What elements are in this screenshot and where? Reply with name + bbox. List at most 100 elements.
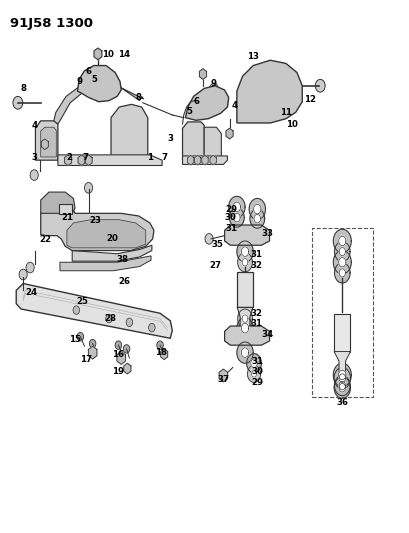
- Polygon shape: [241, 247, 248, 256]
- Polygon shape: [338, 383, 345, 392]
- Polygon shape: [237, 309, 252, 328]
- Circle shape: [252, 329, 262, 342]
- Polygon shape: [334, 375, 349, 395]
- Text: 33: 33: [261, 229, 272, 238]
- Text: 31: 31: [251, 357, 263, 366]
- Circle shape: [123, 345, 130, 353]
- Circle shape: [220, 372, 225, 378]
- Circle shape: [86, 158, 90, 163]
- Circle shape: [90, 350, 95, 356]
- Polygon shape: [242, 315, 247, 322]
- Circle shape: [13, 96, 23, 109]
- Text: 28: 28: [104, 314, 116, 323]
- Text: 7: 7: [161, 153, 167, 162]
- Text: 31: 31: [249, 319, 261, 328]
- Polygon shape: [338, 374, 345, 382]
- Circle shape: [315, 79, 324, 92]
- Polygon shape: [77, 66, 121, 102]
- Polygon shape: [72, 245, 151, 261]
- Polygon shape: [236, 342, 253, 364]
- Polygon shape: [237, 308, 252, 329]
- Text: 11: 11: [279, 108, 291, 117]
- Circle shape: [200, 71, 204, 77]
- Polygon shape: [224, 326, 269, 345]
- Polygon shape: [249, 209, 264, 228]
- Polygon shape: [201, 156, 208, 165]
- Polygon shape: [333, 352, 350, 374]
- Circle shape: [112, 224, 126, 243]
- Polygon shape: [334, 263, 349, 283]
- Text: 30: 30: [251, 367, 263, 376]
- Polygon shape: [242, 259, 247, 266]
- Circle shape: [73, 306, 79, 314]
- Text: 8: 8: [20, 84, 26, 93]
- Polygon shape: [60, 256, 151, 271]
- Text: 91J58 1300: 91J58 1300: [10, 17, 92, 30]
- Text: 32: 32: [249, 261, 261, 270]
- Text: 7: 7: [83, 153, 88, 162]
- Polygon shape: [333, 314, 350, 352]
- Polygon shape: [253, 204, 261, 214]
- Text: 13: 13: [247, 52, 258, 61]
- Text: 22: 22: [40, 236, 52, 245]
- Circle shape: [30, 169, 38, 180]
- Polygon shape: [65, 155, 72, 165]
- Circle shape: [115, 341, 121, 350]
- Circle shape: [26, 262, 34, 273]
- Circle shape: [43, 148, 49, 156]
- Polygon shape: [199, 69, 206, 79]
- Circle shape: [156, 341, 163, 350]
- Polygon shape: [58, 155, 162, 165]
- Circle shape: [126, 318, 133, 327]
- Polygon shape: [94, 48, 101, 60]
- Circle shape: [231, 329, 241, 342]
- Text: 9: 9: [76, 77, 82, 86]
- Text: 31: 31: [249, 251, 261, 260]
- Polygon shape: [338, 269, 344, 277]
- Polygon shape: [78, 155, 85, 165]
- Text: 30: 30: [224, 213, 236, 222]
- Polygon shape: [85, 155, 92, 165]
- Polygon shape: [160, 349, 167, 360]
- Text: 17: 17: [79, 355, 92, 364]
- Text: 6: 6: [85, 68, 91, 76]
- Text: 10: 10: [101, 51, 113, 59]
- Text: 14: 14: [118, 51, 130, 59]
- Text: 6: 6: [193, 97, 198, 106]
- Polygon shape: [88, 346, 97, 359]
- Polygon shape: [40, 204, 153, 251]
- Circle shape: [43, 142, 47, 147]
- Text: 16: 16: [112, 350, 124, 359]
- Text: 5: 5: [186, 107, 192, 116]
- Polygon shape: [185, 86, 228, 120]
- Text: 38: 38: [116, 255, 128, 263]
- Text: 32: 32: [249, 309, 261, 318]
- Polygon shape: [16, 284, 172, 338]
- Polygon shape: [237, 272, 252, 308]
- Polygon shape: [182, 122, 204, 160]
- Circle shape: [211, 158, 214, 163]
- Polygon shape: [254, 214, 260, 223]
- Text: 35: 35: [211, 240, 222, 249]
- Polygon shape: [182, 156, 227, 165]
- Polygon shape: [241, 348, 248, 358]
- Polygon shape: [338, 257, 345, 267]
- Text: 31: 31: [225, 224, 237, 233]
- Text: 5: 5: [91, 75, 97, 84]
- Circle shape: [148, 324, 155, 332]
- Circle shape: [196, 158, 199, 163]
- Polygon shape: [117, 352, 125, 365]
- Polygon shape: [209, 156, 216, 165]
- Polygon shape: [54, 83, 86, 124]
- Polygon shape: [246, 354, 261, 373]
- Text: 15: 15: [69, 335, 81, 344]
- Bar: [311, 228, 372, 397]
- Circle shape: [227, 131, 231, 136]
- Polygon shape: [233, 213, 240, 222]
- Circle shape: [106, 314, 112, 323]
- Circle shape: [125, 366, 129, 371]
- Polygon shape: [40, 127, 56, 157]
- Polygon shape: [333, 251, 351, 274]
- Circle shape: [79, 158, 83, 163]
- Text: 26: 26: [118, 277, 130, 286]
